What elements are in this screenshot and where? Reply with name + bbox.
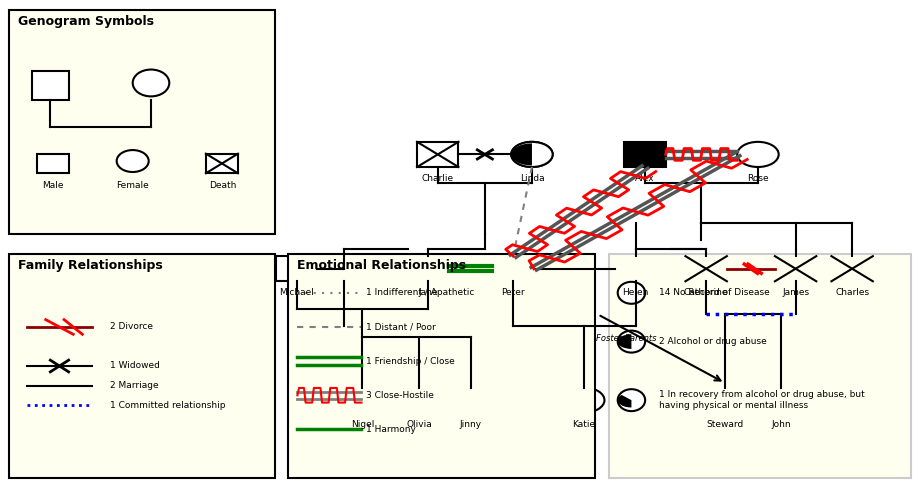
Bar [493,256,534,281]
Ellipse shape [618,282,645,304]
FancyBboxPatch shape [609,254,911,478]
Text: James: James [782,288,810,297]
Text: Katie: Katie [572,420,595,428]
Bar [624,142,666,167]
Text: Female: Female [116,181,149,189]
Text: 1 In recovery from alcohol or drug abuse, but
having physical or mental illness: 1 In recovery from alcohol or drug abuse… [659,390,865,410]
Text: Catherine: Catherine [684,288,729,297]
Text: Charlie: Charlie [422,174,454,183]
Bar [761,387,802,413]
Text: Alex: Alex [635,174,655,183]
Text: 1 Friendship / Close: 1 Friendship / Close [366,357,455,366]
Text: Foster Parents: Foster Parents [596,334,657,344]
Text: 1 Committed relationship: 1 Committed relationship [110,401,226,409]
FancyBboxPatch shape [9,10,274,234]
Text: Michael: Michael [279,288,314,297]
Ellipse shape [685,256,727,281]
Bar [342,387,383,413]
Text: Jane: Jane [419,288,438,297]
Text: Olivia: Olivia [406,420,432,428]
Ellipse shape [398,387,439,413]
Text: John: John [772,420,791,428]
Ellipse shape [511,142,553,167]
Text: 3 Close-Hostile: 3 Close-Hostile [366,391,434,400]
Ellipse shape [618,389,645,411]
Text: 1 Widowed: 1 Widowed [110,362,159,370]
Bar [832,256,873,281]
Bar [275,256,317,281]
Text: 1 Harmony: 1 Harmony [366,425,416,434]
Text: 2 Divorce: 2 Divorce [110,323,153,331]
Text: Helen: Helen [623,288,648,297]
Text: Jinny: Jinny [460,420,482,428]
Ellipse shape [737,142,778,167]
Text: Linda: Linda [519,174,544,183]
FancyBboxPatch shape [9,254,274,478]
Ellipse shape [117,150,148,172]
Bar [206,154,238,173]
Text: Family Relationships: Family Relationships [18,259,163,272]
Text: 1 Indifferent / Apathetic: 1 Indifferent / Apathetic [366,288,474,297]
Ellipse shape [511,142,553,167]
Text: Death: Death [209,181,236,189]
Ellipse shape [450,387,492,413]
Bar [417,142,459,167]
Ellipse shape [408,256,449,281]
Bar [775,256,816,281]
Text: Peter: Peter [501,288,525,297]
Text: 14 No Record of Disease: 14 No Record of Disease [659,288,770,297]
Ellipse shape [133,69,169,97]
Wedge shape [618,395,632,407]
Text: 2 Marriage: 2 Marriage [110,381,158,390]
Text: Male: Male [42,181,64,189]
Wedge shape [511,143,532,165]
Ellipse shape [618,331,645,352]
Text: 1 Distant / Poor: 1 Distant / Poor [366,323,436,331]
Text: Charles: Charles [835,288,869,297]
Text: Steward: Steward [706,420,743,428]
Ellipse shape [563,387,604,413]
FancyBboxPatch shape [288,254,595,478]
Text: Emotional Relationships: Emotional Relationships [297,259,467,272]
Text: 2 Alcohol or drug abuse: 2 Alcohol or drug abuse [659,337,766,346]
Ellipse shape [615,256,657,281]
Bar [705,387,746,413]
Text: Genogram Symbols: Genogram Symbols [18,15,155,28]
Wedge shape [618,334,632,349]
Text: Nigel: Nigel [351,420,374,428]
Bar [32,71,69,100]
Bar [37,154,69,173]
Text: Rose: Rose [747,174,769,183]
